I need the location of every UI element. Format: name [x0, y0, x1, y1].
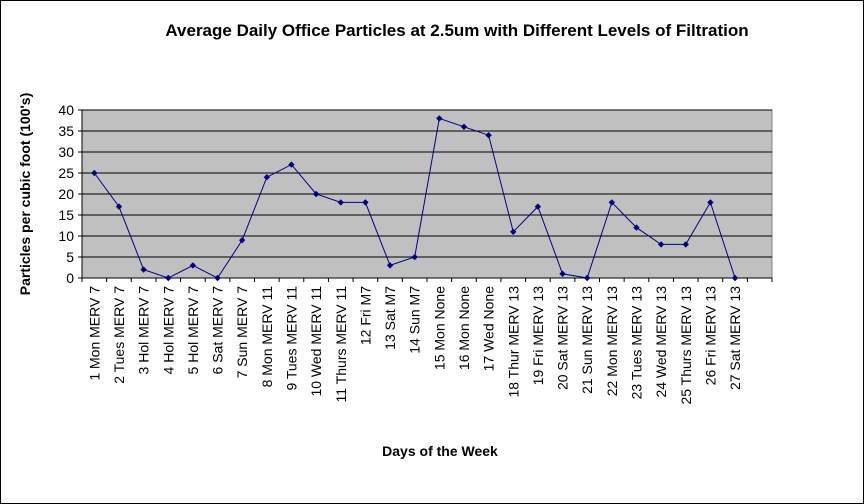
data-point	[263, 174, 271, 181]
y-tick-label: 40	[58, 102, 74, 118]
x-tick-label: 20 Sat MERV 13	[555, 286, 571, 390]
x-tick-label: 10 Wed MERV 11	[308, 286, 324, 397]
data-point	[583, 274, 591, 282]
x-tick-label: 18 Thur MERV 13	[505, 286, 521, 398]
data-point	[682, 241, 689, 248]
x-tick-label: 25 Thurs MERV 13	[678, 286, 694, 405]
data-point	[91, 169, 98, 177]
y-axis: 0 5 10 15 20 25 30 35 40	[58, 102, 82, 286]
x-tick-label: 4 Hol MERV 7	[160, 286, 176, 375]
data-point	[312, 190, 320, 198]
x-tick-label: 23 Tues MERV 13	[628, 286, 644, 400]
x-tick-label: 5 Hol MERV 7	[185, 286, 201, 375]
data-point	[559, 270, 566, 277]
y-tick-label: 0	[66, 270, 74, 286]
x-tick-label: 3 Hol MERV 7	[136, 286, 152, 375]
x-axis: 1 Mon MERV 7 2 Tues MERV 7 3 Hol MERV 7 4 H…	[81, 278, 773, 405]
data-point	[115, 203, 123, 210]
y-tick-label: 35	[58, 123, 74, 139]
data-point	[731, 274, 739, 282]
x-tick-label: 22 Mon MERV 13	[604, 286, 620, 396]
x-tick-label: 12 Fri M7	[357, 286, 373, 345]
x-tick-label: 1 Mon MERV 7	[86, 286, 102, 381]
x-axis-title: Days of the Week	[382, 443, 498, 459]
data-point	[386, 262, 394, 269]
data-point	[657, 241, 665, 248]
x-tick-label: 6 Sat MERV 7	[210, 286, 226, 375]
x-tick-label: 7 Sun MERV 7	[234, 286, 250, 379]
data-point	[485, 132, 492, 139]
data-point	[411, 253, 418, 261]
gridlines	[81, 109, 772, 279]
x-tick-label: 8 Mon MERV 11	[259, 286, 275, 388]
y-tick-label: 10	[58, 228, 74, 244]
x-tick-label: 15 Mon None	[431, 286, 447, 370]
x-tick-label: 14 Sun M7	[407, 286, 423, 354]
data-point	[288, 161, 295, 168]
data-point	[707, 199, 714, 206]
data-point	[165, 274, 172, 282]
y-tick-label: 25	[58, 165, 74, 181]
x-tick-label: 11 Thurs MERV 11	[333, 286, 349, 403]
y-axis-title: Particles per cubic foot (100's)	[17, 93, 33, 296]
series-markers	[91, 115, 739, 282]
data-point	[633, 224, 640, 231]
x-tick-label: 17 Wed None	[481, 286, 497, 372]
data-point	[510, 228, 517, 235]
data-point	[140, 266, 147, 273]
y-tick-label: 5	[66, 249, 74, 265]
y-tick-label: 15	[58, 207, 74, 223]
x-tick-label: 19 Fri MERV 13	[530, 286, 546, 386]
data-point	[460, 123, 468, 130]
y-tick-label: 30	[58, 144, 74, 160]
x-tick-label: 21 Sun MERV 13	[579, 286, 595, 394]
x-tick-label: 2 Tues MERV 7	[111, 286, 127, 384]
data-point	[189, 262, 197, 269]
x-tick-label: 16 Mon None	[456, 286, 472, 370]
data-point	[362, 199, 369, 206]
x-tick-label: 24 Wed MERV 13	[653, 286, 669, 398]
x-tick-label: 9 Tues MERV 11	[283, 286, 299, 391]
chart-title: Average Daily Office Particles at 2.5um …	[165, 21, 748, 40]
data-point	[534, 203, 542, 210]
data-point	[337, 199, 344, 206]
data-point	[608, 199, 616, 206]
x-tick-label: 13 Sat M7	[382, 286, 398, 350]
y-tick-label: 20	[58, 186, 74, 202]
x-tick-label: 27 Sat MERV 13	[727, 286, 743, 390]
data-point	[436, 115, 443, 122]
data-point	[214, 274, 221, 282]
data-point	[238, 237, 246, 244]
x-tick-label: 26 Fri MERV 13	[702, 286, 718, 386]
